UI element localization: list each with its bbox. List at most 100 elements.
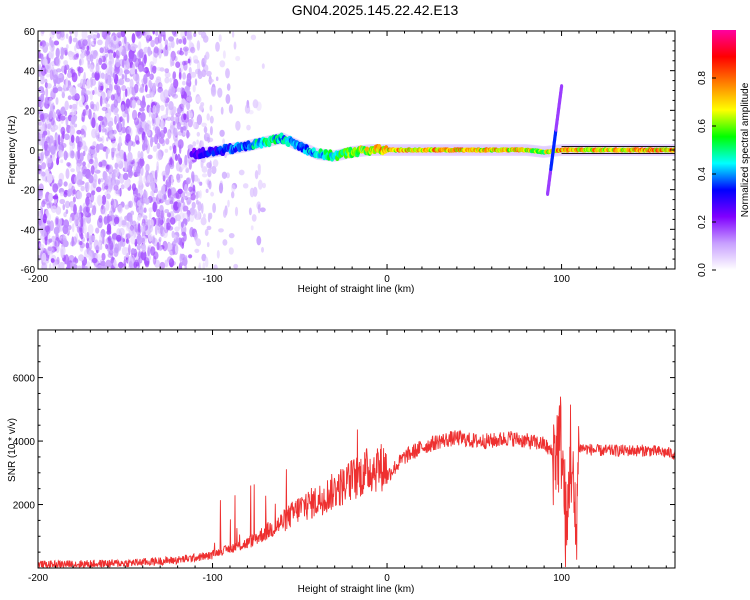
noise-blob bbox=[152, 201, 157, 213]
noise-blob bbox=[48, 109, 54, 120]
noise-blob bbox=[77, 149, 81, 160]
noise-blob bbox=[142, 95, 146, 106]
noise-blob bbox=[135, 140, 140, 145]
noise-blob bbox=[118, 189, 121, 197]
noise-blob bbox=[139, 87, 145, 94]
noise-blob bbox=[133, 117, 140, 126]
noise-blob bbox=[177, 153, 181, 162]
noise-blob bbox=[110, 94, 115, 101]
noise-blob bbox=[178, 212, 185, 220]
noise-blob bbox=[77, 179, 83, 188]
noise-blob bbox=[53, 40, 60, 46]
noise-blob bbox=[66, 260, 71, 269]
snr-series-line bbox=[38, 396, 675, 568]
noise-blob bbox=[113, 51, 117, 59]
noise-blob bbox=[186, 192, 191, 197]
noise-blob bbox=[46, 73, 50, 78]
noise-blob bbox=[96, 186, 102, 193]
noise-blob bbox=[115, 58, 121, 68]
noise-blob bbox=[136, 234, 142, 244]
noise-blob bbox=[116, 113, 120, 122]
noise-blob bbox=[108, 52, 112, 60]
noise-blob bbox=[92, 148, 98, 159]
noise-blob bbox=[39, 234, 45, 240]
noise-blob bbox=[84, 182, 89, 190]
noise-blob bbox=[201, 166, 208, 173]
noise-blob bbox=[130, 234, 136, 245]
noise-blob bbox=[47, 123, 53, 130]
noise-blob bbox=[76, 190, 83, 200]
x-tick-label: -200 bbox=[28, 573, 48, 584]
noise-blob bbox=[81, 95, 85, 103]
colorbar-tick-label: 0.0 bbox=[697, 263, 708, 277]
noise-blob bbox=[181, 35, 186, 45]
noise-blob bbox=[218, 228, 224, 233]
noise-blob bbox=[128, 217, 133, 223]
noise-blob bbox=[85, 104, 89, 110]
noise-blob bbox=[95, 245, 100, 251]
noise-blob bbox=[41, 162, 46, 170]
colorbar-tick-label: 0.6 bbox=[697, 119, 708, 133]
noise-blob bbox=[124, 179, 130, 189]
noise-blob bbox=[157, 227, 161, 234]
noise-blob bbox=[168, 42, 174, 48]
noise-blob bbox=[175, 153, 178, 161]
noise-blob bbox=[77, 141, 83, 148]
noise-blob bbox=[52, 139, 57, 147]
noise-blob bbox=[196, 139, 199, 145]
noise-blob bbox=[193, 121, 196, 129]
snr-ylabel: SNR (10 * v/v) bbox=[7, 418, 18, 482]
noise-blob bbox=[101, 116, 108, 128]
y-tick-label: -60 bbox=[21, 265, 36, 276]
noise-blob bbox=[140, 112, 146, 122]
noise-blob bbox=[116, 123, 120, 130]
noise-blob bbox=[73, 54, 79, 60]
noise-blob bbox=[96, 194, 103, 206]
noise-blob bbox=[161, 225, 164, 237]
noise-blob bbox=[131, 248, 137, 254]
noise-blob bbox=[89, 64, 94, 73]
noise-blob bbox=[134, 223, 139, 233]
y-tick-label: 20 bbox=[24, 106, 36, 117]
noise-blob bbox=[228, 104, 233, 114]
noise-blob bbox=[120, 49, 127, 56]
noise-blob bbox=[81, 31, 88, 40]
noise-blob bbox=[227, 199, 230, 208]
noise-blob bbox=[43, 42, 50, 48]
noise-blob bbox=[104, 39, 109, 50]
noise-blob bbox=[109, 249, 114, 256]
noise-blob bbox=[67, 72, 72, 79]
noise-blob bbox=[104, 127, 110, 133]
noise-blob bbox=[101, 252, 106, 261]
noise-blob bbox=[80, 232, 84, 240]
noise-blob bbox=[252, 99, 259, 109]
noise-blob bbox=[183, 60, 188, 65]
noise-blob bbox=[164, 209, 170, 214]
noise-blob bbox=[58, 178, 63, 187]
noise-blob bbox=[118, 136, 122, 147]
noise-blob bbox=[181, 231, 186, 237]
noise-blob bbox=[261, 246, 264, 253]
noise-blob bbox=[211, 86, 216, 96]
noise-blob bbox=[135, 73, 140, 85]
noise-blob bbox=[91, 72, 96, 79]
noise-blob bbox=[176, 121, 181, 130]
noise-blob bbox=[52, 195, 59, 200]
noise-blob bbox=[95, 101, 100, 112]
noise-blob bbox=[215, 41, 220, 52]
noise-blob bbox=[69, 35, 72, 44]
noise-blob bbox=[130, 67, 135, 75]
noise-blob bbox=[190, 118, 194, 124]
noise-blob bbox=[101, 135, 105, 144]
noise-blob bbox=[212, 202, 217, 214]
noise-blob bbox=[148, 106, 151, 118]
noise-blob bbox=[161, 31, 166, 35]
noise-blob bbox=[141, 222, 146, 233]
noise-blob bbox=[113, 216, 120, 225]
noise-blob bbox=[88, 203, 93, 208]
noise-blob bbox=[51, 31, 56, 35]
noise-blob bbox=[106, 188, 111, 195]
noise-blob bbox=[63, 238, 68, 246]
noise-blob bbox=[81, 165, 87, 175]
noise-blob bbox=[55, 97, 59, 105]
